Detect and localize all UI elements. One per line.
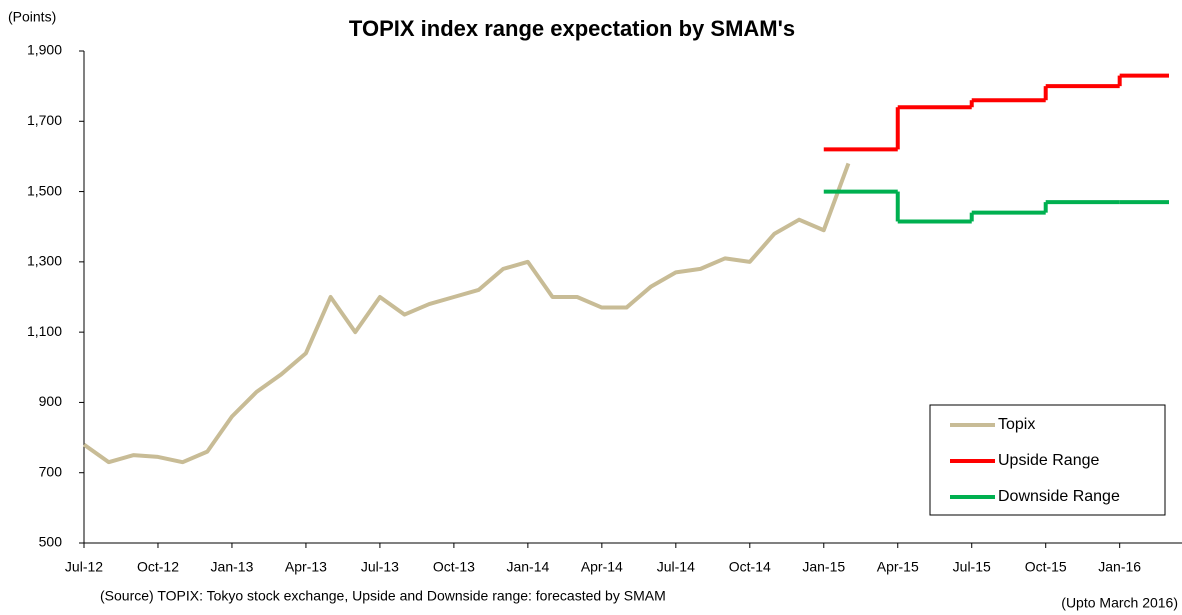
x-tick-label: Jul-12: [65, 559, 103, 575]
y-tick-label: 1,300: [27, 253, 62, 269]
range-note: (Upto March 2016): [1061, 595, 1178, 611]
y-tick-label: 500: [39, 534, 63, 550]
x-tick-label: Oct-12: [137, 559, 179, 575]
x-tick-label: Jan-15: [802, 559, 845, 575]
x-tick-label: Jan-14: [506, 559, 549, 575]
y-tick-label: 1,500: [27, 182, 62, 198]
x-tick-label: Oct-14: [729, 559, 771, 575]
legend-label: Upside Range: [998, 452, 1100, 469]
x-tick-label: Apr-13: [285, 559, 327, 575]
x-tick-label: Jul-13: [361, 559, 399, 575]
x-tick-label: Oct-13: [433, 559, 475, 575]
y-tick-label: 1,100: [27, 323, 62, 339]
x-tick-label: Jul-15: [953, 559, 991, 575]
source-note: (Source) TOPIX: Tokyo stock exchange, Up…: [100, 588, 666, 604]
y-tick-label: 700: [39, 463, 63, 479]
legend-label: Topix: [998, 416, 1035, 433]
x-tick-label: Jan-16: [1098, 559, 1141, 575]
x-tick-label: Jul-14: [657, 559, 695, 575]
y-axis-label: (Points): [8, 9, 56, 25]
x-tick-label: Apr-15: [877, 559, 919, 575]
topix-line: [82, 162, 851, 465]
legend-label: Downside Range: [998, 488, 1120, 505]
y-tick-label: 900: [39, 393, 63, 409]
x-tick-label: Apr-14: [581, 559, 623, 575]
x-tick-label: Jan-13: [211, 559, 254, 575]
x-tick-label: Oct-15: [1025, 559, 1067, 575]
chart-title: TOPIX index range expectation by SMAM's: [349, 16, 795, 41]
y-tick-label: 1,900: [27, 42, 62, 58]
y-tick-label: 1,700: [27, 112, 62, 128]
